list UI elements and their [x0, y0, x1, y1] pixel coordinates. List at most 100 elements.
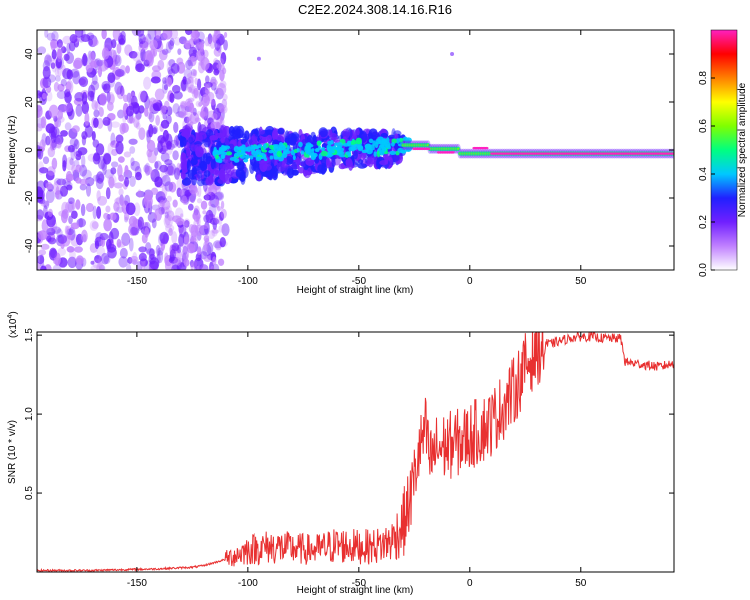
heatmap-cell — [212, 229, 219, 234]
heatmap-cell — [276, 150, 283, 158]
heatmap-cell — [258, 129, 265, 135]
heatmap-cell — [197, 41, 205, 48]
heatmap-cell — [128, 237, 134, 252]
heatmap-cell — [219, 211, 225, 222]
heatmap-cell — [180, 102, 186, 111]
heatmap-cell — [400, 149, 407, 154]
heatmap-cell — [161, 184, 168, 199]
heatmap-cell — [194, 224, 199, 233]
heatmap-cell — [98, 59, 108, 72]
heatmap-cell — [297, 166, 305, 174]
heatmap-cell — [165, 41, 172, 54]
top-y-axis-label: Frequency (Hz) — [7, 116, 18, 185]
heatmap-cell — [144, 162, 151, 177]
colorbar: 0.0 0.2 0.4 0.6 0.8 Normalized spectral ampl… — [698, 29, 748, 277]
heatmap-cell — [74, 30, 84, 38]
heatmap-cell — [128, 51, 138, 59]
heatmap-cell — [208, 230, 215, 240]
heatmap-cell — [60, 78, 67, 87]
heatmap-cell — [70, 222, 80, 230]
heatmap-cell — [266, 134, 272, 142]
heatmap-cell — [203, 136, 211, 148]
heatmap-cell — [91, 221, 99, 230]
heatmap-cell — [66, 69, 73, 80]
heatmap-cell — [233, 158, 240, 163]
heatmap-cell — [95, 177, 104, 190]
heatmap-cell — [96, 262, 105, 270]
heatmap-cell — [66, 173, 74, 182]
heatmap-cell — [181, 243, 187, 249]
heatmap-cell — [39, 196, 46, 205]
heatmap-cell — [162, 129, 169, 142]
colorbar-scale — [710, 29, 738, 271]
heatmap-cell — [311, 152, 318, 158]
heatmap-cell — [50, 62, 56, 69]
snr-panel: -150 -100 -50 0 50 0.5 1.0 1.5 Height of strai… — [7, 311, 675, 596]
heatmap-cell — [68, 215, 73, 225]
heatmap-cell — [116, 238, 122, 248]
heatmap-cell — [217, 178, 226, 184]
heatmap-cell — [93, 109, 100, 118]
heatmap-cell — [379, 160, 389, 166]
heatmap-cell — [114, 197, 124, 205]
heatmap-cell — [244, 154, 250, 160]
heatmap-cell — [180, 213, 184, 218]
top-x-axis: -150 -100 -50 0 50 — [127, 30, 587, 287]
heatmap-cell — [191, 165, 202, 171]
heatmap-cell — [271, 129, 278, 141]
heatmap-cell — [345, 151, 352, 156]
heatmap-cell — [391, 142, 395, 147]
heatmap-cell — [149, 39, 158, 51]
heatmap-cell — [173, 91, 183, 100]
heatmap-cell — [196, 213, 202, 219]
heatmap-cell — [183, 68, 193, 80]
heatmap-cell — [55, 75, 61, 82]
heatmap-cell — [196, 215, 200, 225]
heatmap-cell — [55, 55, 64, 70]
heatmap-cell — [216, 43, 221, 48]
heatmap-cell — [192, 69, 198, 77]
heatmap-cell — [216, 83, 227, 96]
heatmap-cell — [320, 150, 328, 157]
heatmap-cell — [219, 115, 223, 125]
heatmap-cell — [40, 199, 50, 207]
heatmap-cell — [123, 94, 129, 103]
heatmap-cell — [132, 51, 142, 62]
heatmap-cell — [358, 159, 364, 165]
heatmap-cell — [232, 125, 241, 135]
heatmap-cell — [353, 150, 358, 160]
heatmap-cell — [166, 60, 172, 72]
heatmap-cell — [130, 95, 138, 108]
heatmap-cell — [73, 139, 80, 150]
heatmap-cell — [115, 196, 126, 207]
heatmap-cell — [205, 194, 210, 201]
heatmap-cell — [110, 121, 121, 128]
heatmap-cell — [152, 127, 158, 134]
heatmap-cell — [269, 155, 274, 160]
heatmap-cell — [186, 100, 191, 108]
heatmap-cell — [164, 181, 174, 192]
heatmap-cell — [214, 216, 221, 225]
heatmap-cell — [186, 243, 194, 250]
heatmap-cell — [211, 227, 218, 237]
heatmap-cell — [96, 246, 106, 257]
heatmap-cell — [48, 104, 59, 118]
heatmap-cell — [196, 265, 202, 270]
heatmap-cell — [192, 261, 198, 267]
heatmap-cell — [75, 199, 81, 210]
heatmap-cell — [170, 63, 180, 74]
snr-frame — [36, 331, 675, 573]
heatmap-cell — [46, 214, 56, 228]
colorbar-label: Normalized spectral amplitude — [737, 82, 748, 217]
heatmap-cell — [316, 140, 321, 147]
heatmap-cell — [103, 83, 111, 94]
heatmap-cell — [144, 95, 150, 110]
heatmap-cell — [195, 252, 202, 262]
heatmap-cell — [60, 130, 68, 137]
top-x-tick-label: 0 — [467, 276, 473, 287]
heatmap-cell — [127, 116, 135, 124]
heatmap-cell — [164, 211, 169, 219]
heatmap-cell — [317, 164, 324, 174]
chart-title: C2E2.2024.308.14.16.R16 — [298, 2, 452, 17]
heatmap-cell — [50, 39, 59, 49]
